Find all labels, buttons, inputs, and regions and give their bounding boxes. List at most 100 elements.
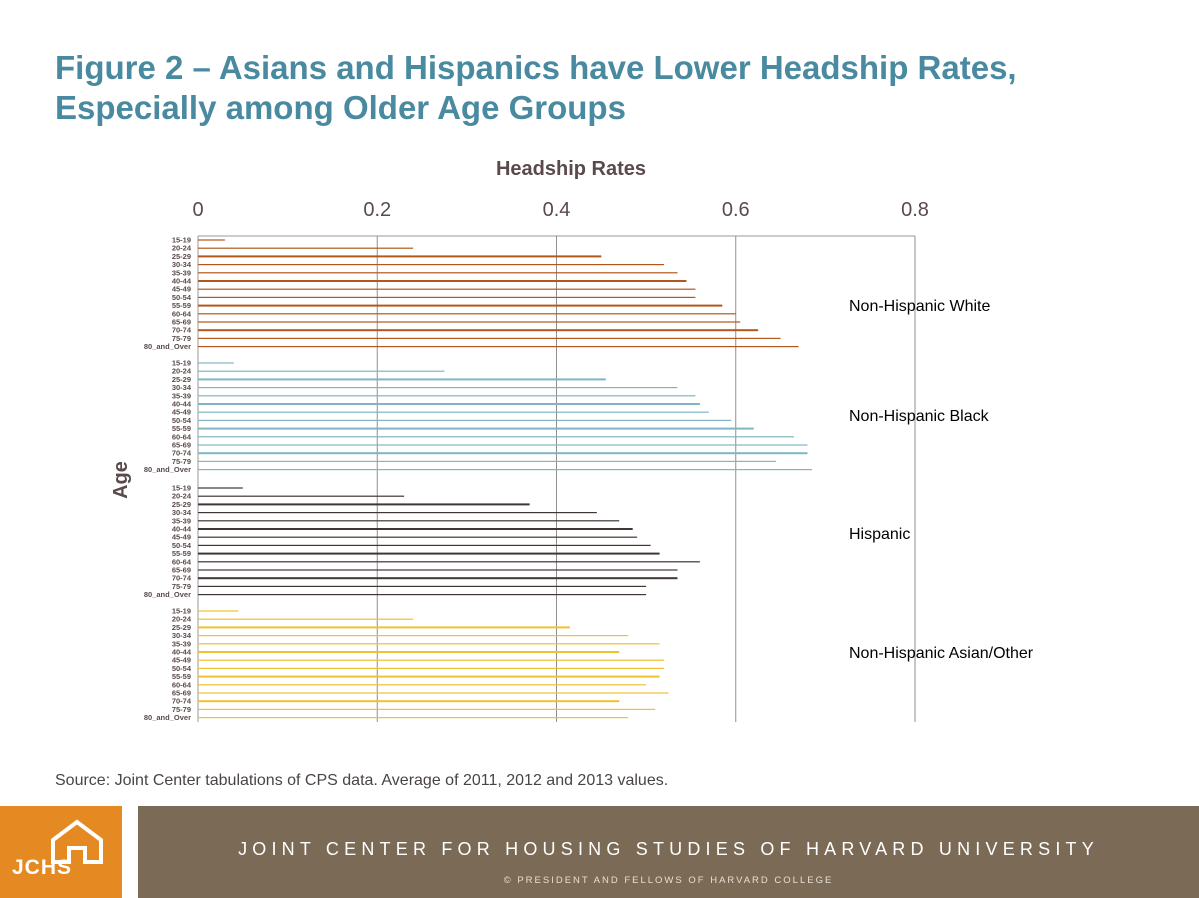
- series-label: Non-Hispanic Asian/Other: [849, 645, 1034, 662]
- bar: [198, 667, 665, 669]
- title-line-2: Especially among Older Age Groups: [55, 89, 626, 126]
- headship-rate-chart: Headship Rates Age 0 0.2 0.4 0.6 0.8 15-1920…: [110, 158, 1034, 723]
- category-label: 65-69: [172, 318, 191, 327]
- bar: [198, 610, 239, 612]
- x-axis-title: Headship Rates: [496, 158, 646, 180]
- bar: [198, 304, 723, 307]
- bar: [198, 387, 678, 389]
- category-label: 70-74: [172, 326, 192, 335]
- bar: [198, 594, 647, 596]
- category-label: 60-64: [172, 432, 192, 441]
- x-tick-label: 0: [192, 199, 203, 221]
- category-label: 60-64: [172, 557, 192, 566]
- y-axis-category-labels: 15-1920-2425-2930-3435-3940-4445-4950-54…: [144, 236, 192, 723]
- category-label: 40-44: [172, 525, 192, 534]
- bar: [198, 247, 414, 249]
- category-label: 25-29: [172, 500, 191, 509]
- category-label: 50-54: [172, 416, 192, 425]
- footer: JCHS JOINT CENTER FOR HOUSING STUDIES OF…: [0, 806, 1199, 898]
- bar: [198, 651, 620, 653]
- bar: [198, 313, 736, 315]
- category-label: 40-44: [172, 648, 192, 657]
- bar: [198, 362, 234, 364]
- category-label: 20-24: [172, 367, 192, 376]
- bars: [198, 239, 812, 719]
- bar: [198, 635, 629, 637]
- category-label: 65-69: [172, 689, 191, 698]
- bar: [198, 536, 638, 538]
- bar: [198, 370, 445, 372]
- series-labels: Non-Hispanic White Non-Hispanic Black Hisp…: [849, 298, 1034, 662]
- category-label: 35-39: [172, 516, 191, 525]
- bar: [198, 512, 597, 514]
- category-label: 75-79: [172, 582, 191, 591]
- bar: [198, 288, 696, 290]
- category-label: 55-59: [172, 672, 191, 681]
- category-label: 30-34: [172, 260, 192, 269]
- logo-text: JCHS: [12, 856, 73, 879]
- bar: [198, 427, 754, 430]
- bar: [198, 280, 687, 282]
- bar: [198, 528, 633, 530]
- category-label: 70-74: [172, 574, 192, 583]
- category-label: 15-19: [172, 359, 191, 368]
- bar: [198, 618, 414, 620]
- category-label: 45-49: [172, 533, 191, 542]
- brand-bar: JOINT CENTER FOR HOUSING STUDIES OF HARV…: [138, 806, 1199, 898]
- category-label: 15-19: [172, 236, 191, 245]
- category-label: 35-39: [172, 268, 191, 277]
- category-label: 20-24: [172, 492, 192, 501]
- category-label: 15-19: [172, 607, 191, 616]
- x-tick-label: 0.8: [901, 199, 929, 221]
- category-label: 55-59: [172, 549, 191, 558]
- bar: [198, 577, 678, 580]
- series-label: Non-Hispanic White: [849, 298, 990, 315]
- source-note: Source: Joint Center tabulations of CPS …: [55, 772, 669, 789]
- category-label: 65-69: [172, 566, 191, 575]
- category-label: 75-79: [172, 334, 191, 343]
- category-label: 30-34: [172, 383, 192, 392]
- category-label: 50-54: [172, 664, 192, 673]
- category-label: 30-34: [172, 631, 192, 640]
- category-label: 40-44: [172, 400, 192, 409]
- bar: [198, 692, 669, 694]
- bar: [198, 643, 660, 645]
- category-label: 70-74: [172, 697, 192, 706]
- bar: [198, 239, 225, 241]
- y-axis-title: Age: [110, 461, 132, 499]
- category-label: 25-29: [172, 375, 191, 384]
- bar: [198, 452, 808, 455]
- category-label: 45-49: [172, 408, 191, 417]
- bar: [198, 264, 665, 266]
- bar: [198, 436, 795, 438]
- category-label: 80_and_Over: [144, 342, 191, 351]
- title-line-1: Figure 2 – Asians and Hispanics have Low…: [55, 49, 1017, 86]
- bar: [198, 329, 759, 332]
- category-label: 15-19: [172, 484, 191, 493]
- organization-name: JOINT CENTER FOR HOUSING STUDIES OF HARV…: [238, 839, 1099, 859]
- category-label: 75-79: [172, 705, 191, 714]
- category-label: 55-59: [172, 301, 191, 310]
- x-axis-tick-labels: 0 0.2 0.4 0.6 0.8: [192, 199, 928, 221]
- bar: [198, 403, 700, 405]
- bar: [198, 585, 647, 587]
- x-tick-label: 0.6: [722, 199, 750, 221]
- category-label: 25-29: [172, 252, 191, 261]
- series-label: Hispanic: [849, 526, 910, 543]
- category-label: 20-24: [172, 244, 192, 253]
- bar: [198, 675, 660, 678]
- bar: [198, 561, 700, 563]
- category-label: 55-59: [172, 424, 191, 433]
- category-label: 75-79: [172, 457, 191, 466]
- bar: [198, 296, 696, 298]
- bar: [198, 503, 530, 506]
- house-icon: [51, 819, 103, 864]
- bar: [198, 708, 656, 710]
- category-label: 80_and_Over: [144, 713, 191, 722]
- bar: [198, 444, 808, 446]
- bar: [198, 552, 660, 555]
- bar: [198, 378, 606, 381]
- bar: [198, 626, 570, 629]
- bar: [198, 684, 647, 686]
- category-label: 80_and_Over: [144, 590, 191, 599]
